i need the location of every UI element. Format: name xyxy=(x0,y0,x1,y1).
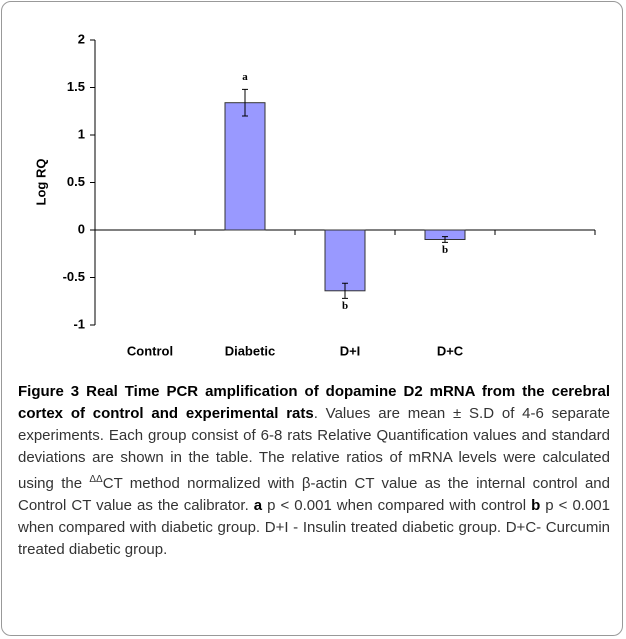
bar-label: b xyxy=(342,300,348,312)
y-tick-label: -0.5 xyxy=(63,269,85,284)
x-tick-label: D+I xyxy=(340,343,361,358)
chart: Log RQ -1 -0.5 0 0.5 1 1.5 2 Control Diabetic a D+… xyxy=(33,31,596,358)
bar xyxy=(224,102,266,231)
y-tick-label: -1 xyxy=(73,316,85,331)
caption-key: a xyxy=(253,497,263,514)
y-tick-label: 0 xyxy=(78,221,85,236)
x-tick-label: D+C xyxy=(437,343,464,358)
caption-text: p < 0.001 when compared with diabetic gr… xyxy=(18,497,610,558)
caption-title: Real Time PCR amplification of dopamine … xyxy=(18,383,610,422)
caption-text: . Values are mean ± S.D of 4-6 separate … xyxy=(18,405,610,492)
caption-label: Figure 3 xyxy=(18,383,80,400)
caption: Figure 3 Real Time PCR amplification of … xyxy=(18,381,610,561)
caption-text: p < 0.001 when compared with control xyxy=(262,497,532,514)
error-bar xyxy=(242,88,248,117)
y-tick-label: 1 xyxy=(78,126,85,141)
caption-key: b xyxy=(531,497,541,514)
bar xyxy=(324,229,366,292)
error-bar xyxy=(442,236,448,243)
y-tick-label: 1.5 xyxy=(67,79,85,94)
bar-label: b xyxy=(442,244,448,256)
caption-text: CT method normalized with β-actin CT val… xyxy=(18,475,610,514)
caption-sup: ΔΔ xyxy=(89,474,103,485)
bar-label: a xyxy=(242,71,248,83)
y-axis-label: Log RQ xyxy=(33,159,48,206)
x-tick-label: Diabetic xyxy=(225,343,276,358)
y-tick-label: 0.5 xyxy=(67,174,85,189)
x-tick-label: Control xyxy=(127,343,173,358)
error-bar xyxy=(342,282,348,299)
y-tick-label: 2 xyxy=(78,31,85,46)
